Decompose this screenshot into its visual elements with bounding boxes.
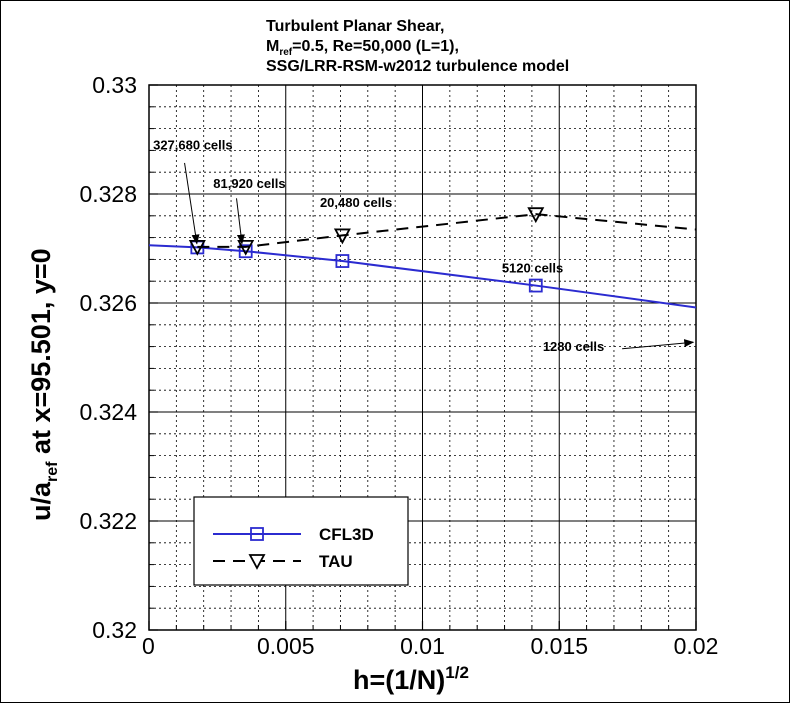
data-point-cfl3d [335,254,350,268]
cell-count-annotation: 20,480 cells [320,195,392,210]
title-line-2: Mref=0.5, Re=50,000 (L=1), [266,38,459,58]
x-tick-label: 0.015 [530,633,588,659]
y-tick-label: 0.32 [92,617,137,643]
data-point-cfl3d [528,278,543,293]
legend-cfl3d-label: CFL3D [319,525,374,544]
x-axis-title: h=(1/N)1/2 [353,663,469,695]
legend-tau-triangle-marker [248,554,266,570]
y-tick-label: 0.326 [79,290,137,316]
legend: CFL3D TAU [193,496,409,586]
x-tick-label: 0.005 [257,633,315,659]
title-line-1: Turbulent Planar Shear, [266,18,444,35]
cell-count-annotation: 1280 cells [543,339,604,354]
x-tick-label: 0.01 [400,633,445,659]
annotation-arrow [236,198,245,245]
legend-cfl3d-square-marker [250,527,264,541]
data-point-cfl3d [238,244,253,259]
series-group [149,207,696,309]
series-line-cfl3d [149,244,696,309]
y-tick-label: 0.33 [92,72,137,98]
legend-box [193,496,409,586]
chart-title: Turbulent Planar Shear, Mref=0.5, Re=50,… [266,18,569,75]
data-point-tau [237,239,255,256]
series-line-tau [197,213,696,248]
axis-ticks: 0 0.005 0.01 0.015 0.02 0.32 0.322 0.324 0.326 0.… [79,72,718,659]
y-tick-label: 0.328 [79,181,137,207]
annotations: 327,680 cells 81,920 cells 20,480 cells 512… [153,137,695,354]
annotation-arrow [622,339,695,350]
cell-count-annotation: 81,920 cells [213,176,285,191]
cell-count-annotation: 5120 cells [502,260,563,275]
grid-lines [149,85,696,630]
x-tick-label: 0.02 [674,633,719,659]
cell-count-annotation: 327,680 cells [153,137,233,152]
y-axis-title: u/aref at x=95.501, y=0 [26,248,61,521]
title-line-3: SSG/LRR-RSM-w2012 turbulence model [266,58,569,75]
legend-tau-label: TAU [319,552,353,571]
annotation-arrow [184,162,200,245]
data-point-tau [527,207,545,224]
y-tick-label: 0.324 [79,399,137,425]
y-tick-label: 0.322 [79,508,137,534]
x-tick-label: 0 [142,633,155,659]
data-point-tau [333,228,351,245]
